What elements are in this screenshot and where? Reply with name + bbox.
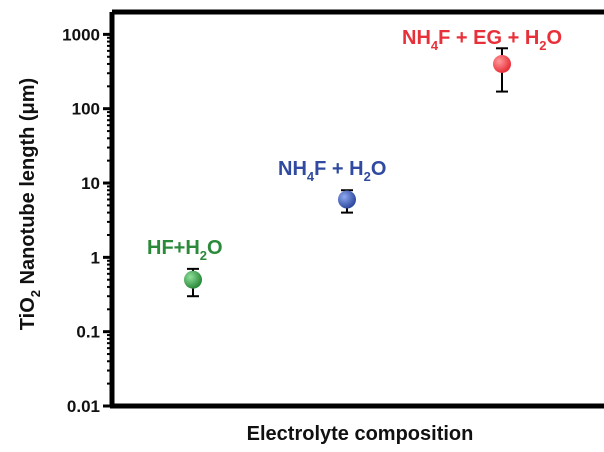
y-ticks: 0.01 0.1 1 10 100 1000 — [62, 25, 112, 416]
y-tick-label: 10 — [81, 174, 100, 193]
data-point — [338, 190, 356, 209]
point-label: NH4F + EG + H2O — [402, 27, 562, 53]
point-label: NH4F + H2O — [278, 158, 386, 184]
y-axis-label: TiO2 Nanotube length (μm) — [17, 78, 43, 330]
y-tick-label: 100 — [72, 100, 100, 119]
y-tick-label: 0.01 — [67, 397, 100, 416]
x-axis-label: Electrolyte composition — [247, 423, 474, 445]
point-label: HF+H2O — [147, 237, 223, 263]
y-tick-label: 1 — [91, 248, 100, 267]
data-point — [493, 54, 511, 73]
y-tick-label: 0.1 — [76, 323, 100, 342]
data-point — [184, 270, 202, 289]
axes — [109, 9, 604, 409]
y-tick-label: 1000 — [62, 25, 100, 44]
data-points: HF+H2O NH4F + H2O NH4F + EG + H2O — [147, 27, 562, 298]
